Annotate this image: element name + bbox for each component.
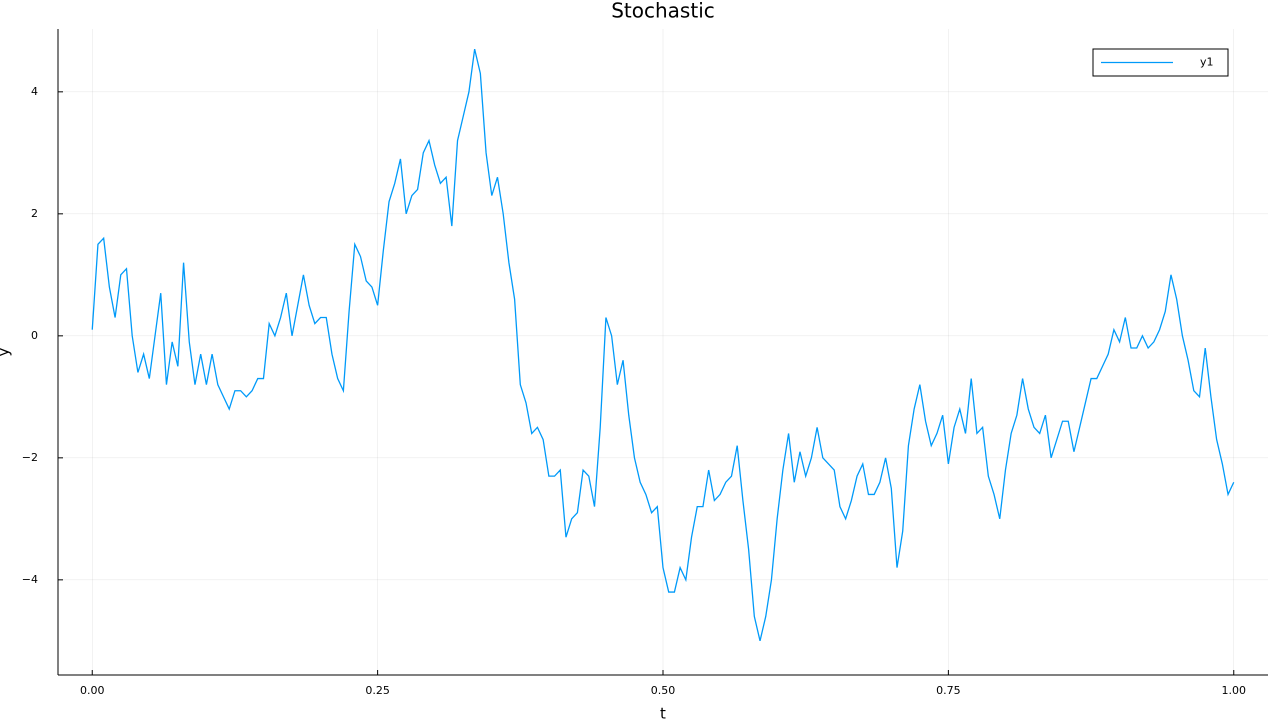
y-tick-label: −4 bbox=[22, 573, 38, 586]
x-tick-label: 0.50 bbox=[651, 684, 676, 697]
x-axis-label: t bbox=[660, 705, 666, 720]
x-tick-label: 0.25 bbox=[365, 684, 390, 697]
x-tick-label: 0.00 bbox=[80, 684, 105, 697]
x-tick-label: 1.00 bbox=[1222, 684, 1247, 697]
y-tick-label: 0 bbox=[31, 329, 38, 342]
data-line bbox=[91, 48, 1235, 641]
y-tick-label: 2 bbox=[31, 207, 38, 220]
x-tick-label: 0.75 bbox=[936, 684, 961, 697]
y-tick-label: 4 bbox=[31, 85, 38, 98]
y-axis-label: y bbox=[0, 347, 13, 356]
y-tick-label: −2 bbox=[22, 451, 38, 464]
chart-title: Stochastic bbox=[611, 0, 715, 23]
legend-label: y1 bbox=[1200, 56, 1214, 69]
